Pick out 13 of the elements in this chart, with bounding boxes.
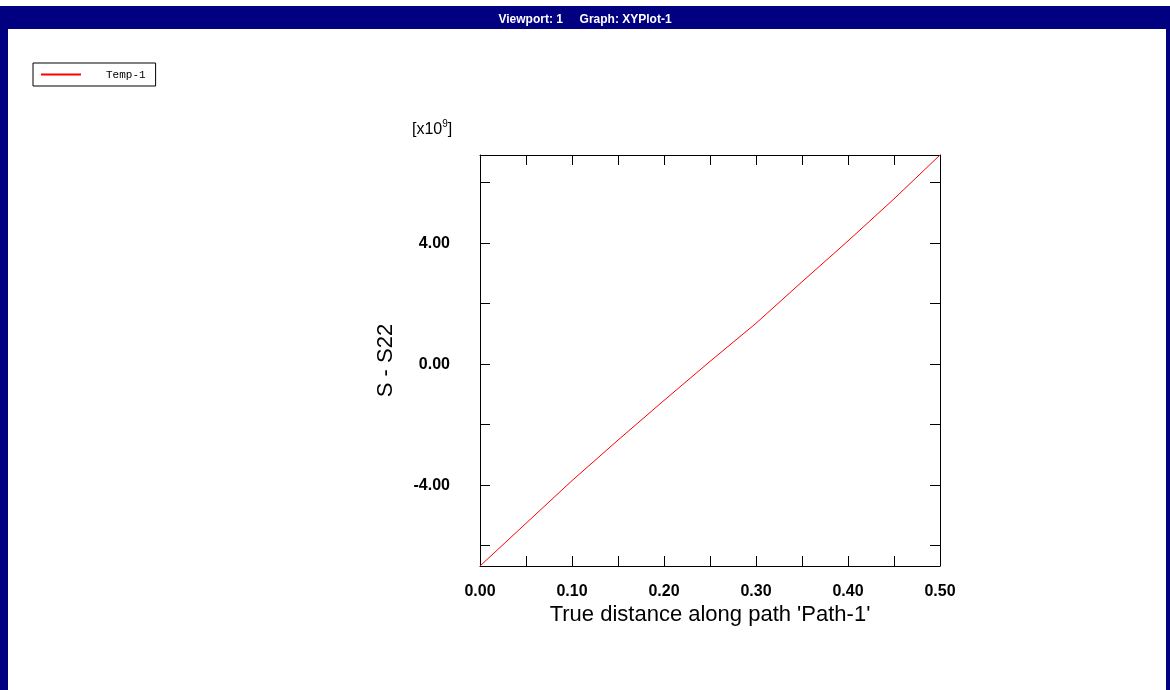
y-axis-title: S - S22 xyxy=(371,323,397,398)
y-tick-label: 0.00 xyxy=(418,355,451,373)
chart-title: Viewport: 1 Graph: XYPlot-1 xyxy=(498,12,672,26)
x-tick-label: 0.50 xyxy=(924,581,956,599)
x-tick-label: 0.20 xyxy=(648,581,680,599)
y-tick-label: -4.00 xyxy=(413,476,451,494)
x-tick-label: 0.10 xyxy=(556,581,588,599)
y-tick-label: 4.00 xyxy=(418,234,451,252)
x-tick-label: 0.00 xyxy=(464,581,496,599)
legend-label: Temp-1 xyxy=(106,68,147,81)
x-tick-label: 0.40 xyxy=(832,581,864,599)
x-tick-label: 0.30 xyxy=(740,581,772,599)
x-axis-title: True distance along path 'Path-1' xyxy=(549,601,871,627)
